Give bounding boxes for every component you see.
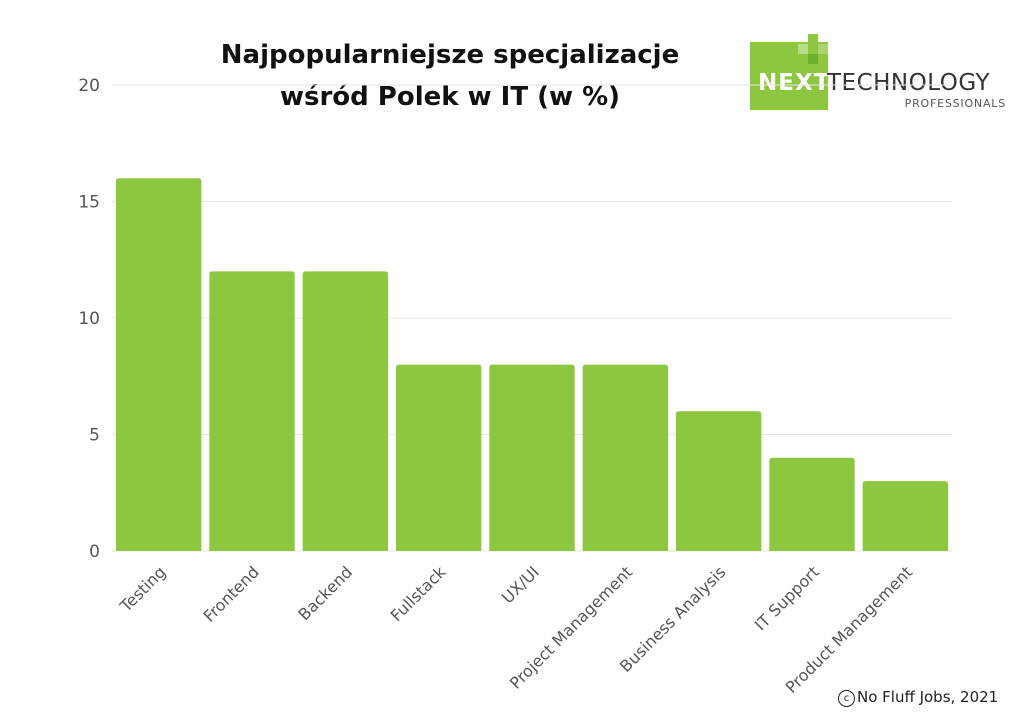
logo-wordmark-technology: TECHNOLOGY: [827, 70, 991, 96]
bar-testing: [116, 178, 202, 551]
next-technology-logo: NEXT TECHNOLOGY PROFESSIONALS: [750, 30, 1010, 112]
source-credit: c No Fluff Jobs, 2021: [838, 688, 998, 707]
bar-product-management: [862, 481, 948, 551]
logo-pixel: [808, 54, 818, 64]
chart-title-line-2: wśród Polek w IT (w %): [279, 82, 621, 112]
logo-pixel: [818, 44, 828, 54]
copyright-symbol: c: [838, 690, 855, 707]
y-axis: 0 5 10 15 20: [78, 76, 100, 562]
bar-ux-ui: [489, 364, 575, 551]
y-tick-label: 5: [89, 426, 100, 446]
bar-project-management: [582, 364, 668, 551]
y-tick-label: 20: [78, 76, 100, 96]
bar-business-analysis: [676, 411, 762, 551]
x-tick-label: IT Support: [751, 562, 823, 634]
x-tick-label: Testing: [116, 562, 170, 616]
x-tick-label: Business Analysis: [616, 562, 730, 676]
y-tick-label: 15: [78, 193, 100, 213]
logo-green-square: [750, 42, 828, 110]
bar-frontend: [209, 271, 295, 551]
chart-title-line-1: Najpopularniejsze specjalizacje: [220, 40, 680, 70]
bar-fullstack: [396, 364, 482, 551]
y-tick-label: 0: [89, 542, 100, 562]
x-tick-label: Backend: [294, 562, 356, 624]
logo-pixel: [798, 44, 808, 54]
logo-wordmark-professionals: PROFESSIONALS: [904, 97, 1006, 110]
bar-backend: [302, 271, 388, 551]
x-tick-label: UX/UI: [498, 562, 543, 607]
chart-title: Najpopularniejsze specjalizacje wśród Po…: [200, 34, 700, 118]
x-axis: Testing Frontend Backend Fullstack UX/UIProj…: [116, 562, 917, 697]
bars: [116, 178, 948, 551]
logo-pixel: [808, 34, 818, 44]
y-tick-label: 10: [78, 309, 100, 329]
x-tick-label: Frontend: [199, 562, 262, 625]
x-tick-label: Fullstack: [387, 562, 450, 625]
bar-it-support: [769, 457, 855, 551]
source-credit-text: No Fluff Jobs, 2021: [857, 688, 999, 706]
logo-wordmark-next: NEXT: [758, 70, 831, 96]
